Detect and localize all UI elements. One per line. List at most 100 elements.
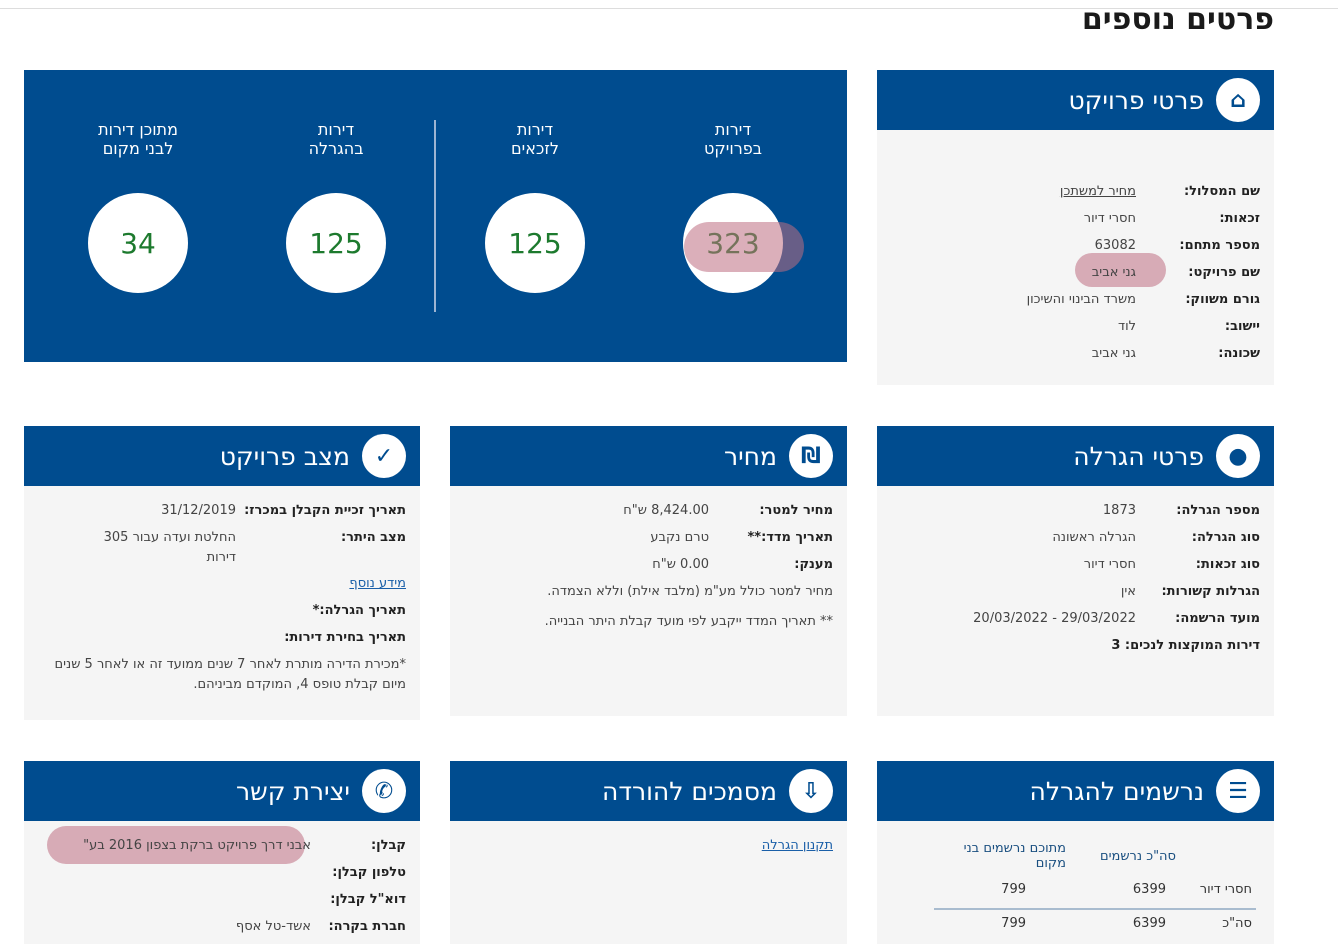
lottery-date-label: תאריך הגרלה:* [312, 603, 406, 618]
field-label: מענק: [794, 557, 833, 572]
redaction-mark [1075, 253, 1166, 287]
table-header [1176, 841, 1256, 871]
field-value: חסרי דיור [1083, 211, 1136, 226]
field-label: מחיר למטר: [759, 503, 833, 518]
registrants-card: ☰ נרשמים להגרלה סה"כ נרשמים מתוכם נרשמים ב… [877, 761, 1274, 944]
field-label: סוג זכאות: [1195, 557, 1260, 572]
documents-card: ⇩ מסמכים להורדה תקנון הגרלה [450, 761, 847, 944]
field-value: חסרי דיור [1083, 557, 1136, 572]
field-label: גורם משווק: [1185, 292, 1260, 307]
field-value: גני אביב [1091, 346, 1136, 361]
field-label: דוא"ל קבלן: [330, 892, 406, 907]
field-label: מספר הגרלה: [1176, 503, 1260, 518]
money-bag-icon: ₪ [789, 434, 833, 478]
table-cell: 6399 [1132, 882, 1166, 897]
field-label: סוג הגרלה: [1191, 530, 1260, 545]
field-value: משרד הבינוי והשיכון [1026, 292, 1136, 307]
field-value: הגרלה ראשונה [1052, 530, 1136, 545]
table-header: סה"כ נרשמים [1099, 848, 1176, 864]
field-label: טלפון קבלן: [332, 865, 406, 880]
card-title: מחיר [723, 441, 777, 471]
field-label: חברת בקרה: [328, 919, 406, 934]
sale-restriction-note: *מכירת הדירה מותרת לאחר 7 שנים ממועד זה … [54, 657, 406, 692]
card-header: ✆ יצירת קשר [24, 761, 420, 821]
card-header: ⇩ מסמכים להורדה [450, 761, 847, 821]
field-label: מועד הרשמה: [1175, 611, 1260, 626]
field-value: 0.00 ש"ח [652, 557, 709, 572]
card-header: ₪ מחיר [450, 426, 847, 486]
field-value: 29/03/2022 - 20/03/2022 [973, 611, 1136, 626]
field-label: שם המסלול: [1183, 184, 1260, 199]
stat-value: 125 [485, 193, 585, 293]
redaction-mark [684, 222, 804, 272]
field-label: קבלן: [370, 838, 406, 853]
field-value: טרם נקבע [650, 530, 709, 545]
document-download-icon: ⇩ [789, 769, 833, 813]
home-icon: ⌂ [1216, 78, 1260, 122]
field-label: שכונה: [1218, 346, 1260, 361]
project-status-card: ✓ מצב פרויקט תאריך זכיית הקבלן במכרז: 31/1… [24, 426, 420, 720]
field-label: הגרלות קשורות: [1161, 584, 1260, 599]
field-value: אשד-טל אסף [235, 919, 311, 934]
field-value: גני אביב [1091, 265, 1136, 280]
table-cell: 799 [1001, 916, 1026, 931]
field-label: מספר מתחם: [1179, 238, 1260, 253]
document-check-icon: ✓ [362, 434, 406, 478]
field-label: מצב היתר: [340, 530, 406, 545]
stat-value: 34 [88, 193, 188, 293]
card-title: פרטי פרויקט [1068, 85, 1204, 115]
redaction-mark [47, 826, 305, 864]
price-note: מחיר למטר כולל מע"מ (מלבד אילת) וללא הצמ… [547, 584, 833, 599]
contact-card: ✆ יצירת קשר קבלן: אבני דרך פרויקט ברקת בצפ… [24, 761, 420, 944]
stat-label: לזכאים [511, 139, 559, 158]
project-details-card: ⌂ פרטי פרויקט שם המסלול: מחיר למשתכן זכאות… [877, 70, 1274, 385]
selection-date-label: תאריך בחירת דירות: [284, 630, 406, 645]
field-value: 63082 [1094, 238, 1136, 253]
lottery-details-card: ● פרטי הגרלה מספר הגרלה: 1873 סוג הגרלה: הג… [877, 426, 1274, 716]
page-title: פרטים נוספים [1081, 2, 1274, 37]
card-title: פרטי הגרלה [1073, 441, 1204, 471]
card-header: ☰ נרשמים להגרלה [877, 761, 1274, 821]
table-row: סה"כ 6399 799 [934, 909, 1256, 937]
stat-label: בפרויקט [704, 139, 762, 158]
phone-icon: ✆ [362, 769, 406, 813]
table-cell: 799 [1001, 882, 1026, 897]
table-header: מתוכם נרשמים בני מקום [963, 841, 1066, 871]
stat-label: דירות [714, 120, 752, 139]
field-value: החלטת ועדה עבור 305 דירות [103, 530, 236, 565]
field-label: תאריך מדד:** [747, 530, 833, 545]
table-cell: חסרי דיור [1199, 882, 1252, 897]
card-header: ⌂ פרטי פרויקט [877, 70, 1274, 130]
more-info-link[interactable]: מידע נוסף [349, 576, 406, 591]
index-note: ** תאריך המדד ייקבע לפי מועד קבלת היתר ה… [544, 614, 833, 629]
field-label: יישוב: [1224, 319, 1260, 334]
table-row: חסרי דיור 6399 799 [934, 871, 1256, 909]
lottery-regulations-link[interactable]: תקנון הגרלה [761, 838, 833, 853]
field-value: אבני דרך פרויקט ברקת בצפון 2016 בע" [83, 838, 311, 853]
registrants-table: סה"כ נרשמים מתוכם נרשמים בני מקום חסרי די… [934, 841, 1256, 937]
stat-value: 125 [286, 193, 386, 293]
field-value: 1873 [1102, 503, 1136, 518]
table-cell: סה"כ [1222, 916, 1252, 931]
card-title: מסמכים להורדה [602, 776, 777, 806]
stat-label: דירות [516, 120, 554, 139]
stat-label: בהגרלה [308, 139, 364, 158]
track-link[interactable]: מחיר למשתכן [1059, 184, 1136, 199]
stat-label: מתוכן דירות [98, 120, 178, 139]
top-divider [0, 8, 1338, 9]
table-cell: 6399 [1132, 916, 1166, 931]
field-label: תאריך זכיית הקבלן במכרז: [244, 503, 406, 518]
price-card: ₪ מחיר מחיר למטר: 8,424.00 ש"ח תאריך מדד:*… [450, 426, 847, 716]
disabled-apartments: דירות המוקצות לנכים: 3 [1111, 638, 1260, 653]
card-title: יצירת קשר [235, 776, 350, 806]
stat-label: דירות [317, 120, 355, 139]
card-title: נרשמים להגרלה [1029, 776, 1204, 806]
stat-label: לבני מקום [102, 139, 174, 158]
field-label: זכאות: [1219, 211, 1260, 226]
field-value: לוד [1117, 319, 1136, 334]
field-value: 8,424.00 ש"ח [623, 503, 709, 518]
card-title: מצב פרויקט [219, 441, 350, 471]
card-header: ● פרטי הגרלה [877, 426, 1274, 486]
field-value: 31/12/2019 [161, 503, 236, 518]
